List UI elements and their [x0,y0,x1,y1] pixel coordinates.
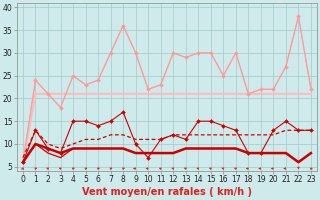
X-axis label: Vent moyen/en rafales ( km/h ): Vent moyen/en rafales ( km/h ) [82,187,252,197]
